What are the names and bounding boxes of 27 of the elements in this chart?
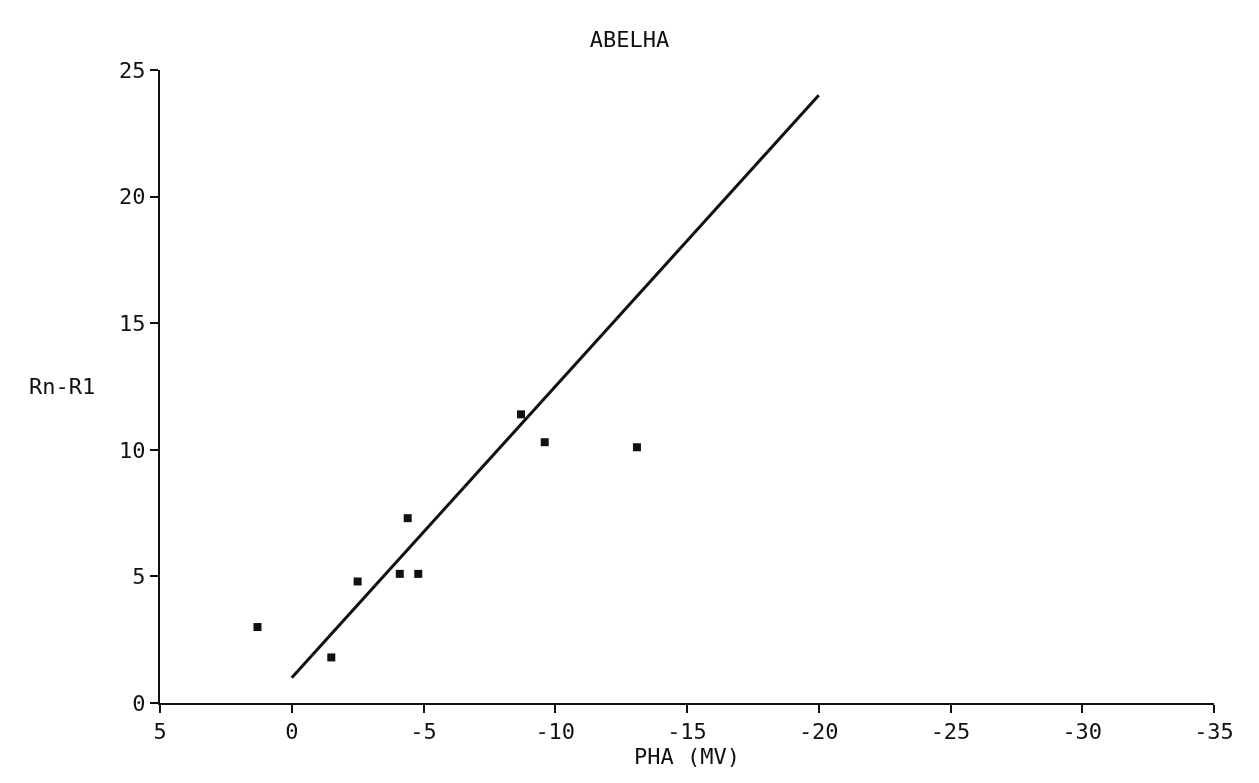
- x-tick-label: 5: [153, 719, 167, 745]
- y-tick-label: 10: [119, 437, 146, 463]
- point: [403, 514, 412, 523]
- chart-title: ABELHA: [589, 26, 670, 52]
- point: [353, 577, 362, 586]
- x-tick-label: -30: [1062, 719, 1103, 745]
- x-tick-label: -15: [667, 719, 707, 745]
- y-axis-title: Rn-R1: [29, 374, 96, 399]
- point: [414, 569, 423, 578]
- x-tick-label: -25: [930, 719, 971, 745]
- point: [632, 443, 641, 452]
- x-tick-label: -5: [410, 719, 437, 745]
- point: [395, 569, 404, 578]
- x-tick-label: -20: [798, 719, 839, 745]
- point: [517, 410, 525, 419]
- point: [327, 653, 336, 662]
- x-tick-label: -35: [1194, 719, 1234, 745]
- x-axis-title: PHA (MV): [634, 744, 740, 770]
- y-tick-label: 20: [119, 184, 146, 210]
- y-tick-label: 0: [132, 690, 146, 716]
- x-tick-label: -10: [535, 719, 576, 745]
- y-tick-label: 5: [132, 564, 146, 590]
- y-tick-label: 25: [119, 57, 146, 83]
- y-tick-label: 15: [119, 310, 146, 336]
- point: [253, 623, 262, 632]
- point: [540, 438, 549, 447]
- x-tick-label: 0: [285, 719, 299, 745]
